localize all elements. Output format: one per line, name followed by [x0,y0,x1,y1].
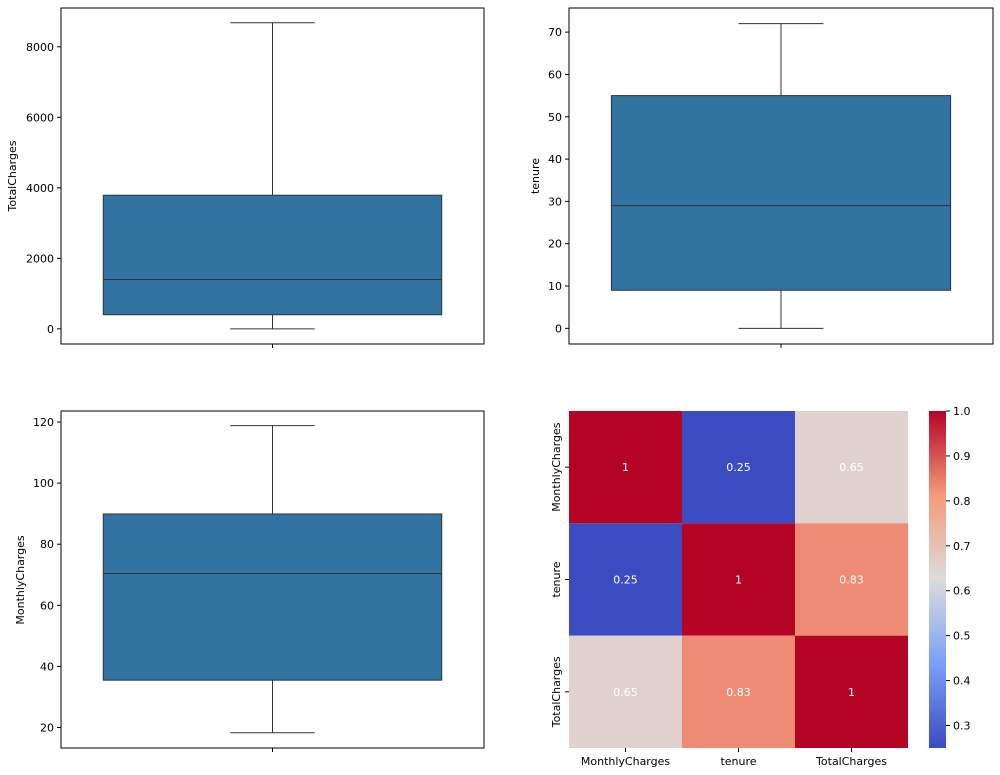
colorbar: 0.3 0.4 0.5 0.6 0.7 0.8 0.9 1.0 [929,405,971,748]
boxplot-monthlycharges: 20 40 60 80 100 120 MonthlyCharges [14,410,485,752]
row-label: TotalCharges [550,656,563,728]
y-tick-label: 40 [548,153,562,166]
boxplot-totalcharges: 0 2000 4000 6000 8000 TotalCharges [6,7,485,348]
heatmap-cells: 1 0.25 0.65 0.25 1 0.83 0.65 0.83 1 [569,411,908,748]
iqr-box [610,95,952,291]
column-label: TotalCharges [815,755,887,768]
heatmap-cell-label: 1 [735,573,742,586]
y-tick-label: 2000 [26,252,54,265]
heatmap-cell-label: 0.83 [726,686,751,699]
heatmap-cell [569,523,682,636]
column-label: MonthlyCharges [581,755,671,768]
y-tick-label: 60 [548,68,562,81]
colorbar-ticks: 0.3 0.4 0.5 0.6 0.7 0.8 0.9 1.0 [946,405,971,733]
y-axis: 0 2000 4000 6000 8000 [26,41,61,336]
y-tick-label: 10 [548,280,562,293]
iqr-box [102,194,443,316]
y-tick-label: 80 [40,538,54,551]
y-tick-label: 20 [548,238,562,251]
colorbar-tick-label: 0.3 [953,720,971,733]
y-tick-label: 4000 [26,182,54,195]
y-tick-label: 50 [548,111,562,124]
colorbar-tick-label: 1.0 [953,405,971,418]
y-tick-label: 70 [548,26,562,39]
y-axis-label: MonthlyCharges [14,535,27,625]
y-tick-label: 8000 [26,41,54,54]
row-label: tenure [550,561,563,597]
column-label: tenure [720,755,756,768]
row-label: MonthlyCharges [550,422,563,512]
y-axis: 20 40 60 80 100 120 [33,416,61,735]
heatmap-cell [569,635,682,748]
heatmap-cell [682,635,795,748]
y-tick-label: 6000 [26,111,54,124]
box-marks [102,22,443,330]
y-tick-label: 0 [47,323,54,336]
heatmap-cell-label: 0.25 [726,461,751,474]
y-tick-label: 60 [40,599,54,612]
y-axis-label: tenure [529,158,542,194]
heatmap-cell-label: 1 [848,686,855,699]
colorbar-tick-label: 0.9 [953,450,971,463]
boxplot-tenure: 0 10 20 30 40 50 60 70 tenure [529,7,994,348]
y-tick-label: 40 [40,660,54,673]
y-tick-label: 0 [555,322,562,335]
colorbar-tick-label: 0.7 [953,540,971,553]
iqr-box [102,513,443,681]
y-axis: 0 10 20 30 40 50 60 70 [548,26,569,335]
box-marks [102,425,443,734]
colorbar-gradient [929,411,946,748]
heatmap-cell [795,635,908,748]
box-marks [610,23,952,329]
colorbar-tick-label: 0.6 [953,585,971,598]
heatmap-cell-label: 0.83 [839,573,864,586]
heatmap-column-labels: MonthlyCharges tenure TotalCharges [581,747,887,768]
heatmap-cell-label: 0.65 [839,461,864,474]
heatmap-cell [682,523,795,636]
heatmap-cell-label: 1 [622,461,629,474]
heatmap-cell-label: 0.25 [613,573,638,586]
heatmap-row-labels: MonthlyCharges tenure TotalCharges [550,422,569,728]
heatmap-cell [569,411,682,524]
y-axis-label: TotalCharges [6,140,19,212]
correlation-heatmap: 1 0.25 0.65 0.25 1 0.83 0.65 0.83 1 MonthlyCharg… [550,405,971,768]
heatmap-cell [795,523,908,636]
colorbar-tick-label: 0.8 [953,495,971,508]
heatmap-cell-label: 0.65 [613,686,638,699]
y-tick-label: 20 [40,722,54,735]
colorbar-tick-label: 0.4 [953,675,971,688]
y-tick-label: 30 [548,195,562,208]
y-tick-label: 100 [33,477,54,490]
colorbar-tick-label: 0.5 [953,630,971,643]
heatmap-cell [795,411,908,524]
heatmap-cell [682,411,795,524]
y-tick-label: 120 [33,416,54,429]
